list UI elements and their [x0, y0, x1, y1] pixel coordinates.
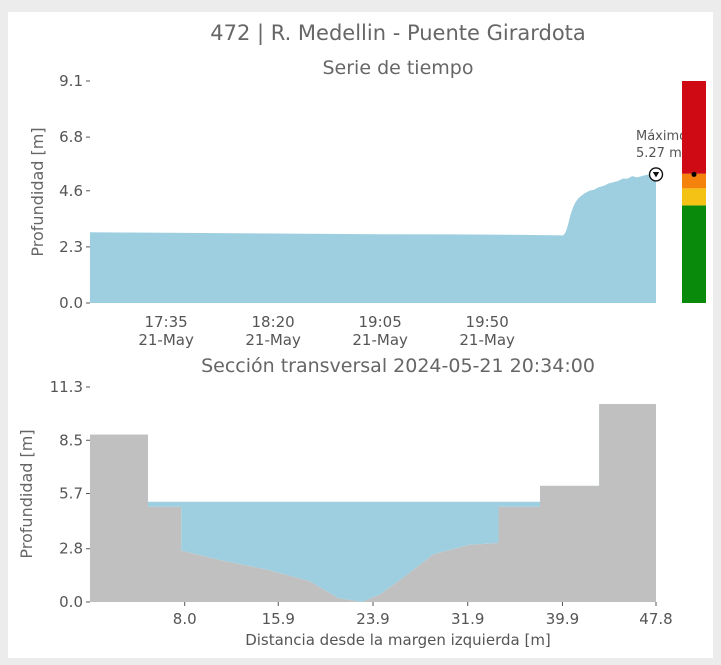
- cross-section-ground-area: [90, 404, 656, 602]
- timeseries-y-axis-label: Profundidad [m]: [28, 127, 47, 256]
- alert-bar-level-rojo: [682, 81, 706, 174]
- x-tick-time-label: 17:35: [144, 313, 187, 331]
- x-tick-label: 8.0: [173, 610, 197, 628]
- timeseries-subtitle: Serie de tiempo: [323, 57, 474, 79]
- cross-section-x-axis-label: Distancia desde la margen izquierda [m]: [245, 631, 551, 649]
- alert-bar-current-marker: [691, 171, 697, 177]
- max-marker-arrow: [652, 172, 660, 178]
- page-title: 472 | R. Medellin - Puente Girardota: [210, 21, 586, 46]
- x-tick-time-label: 19:05: [359, 313, 402, 331]
- y-tick-label: 0.0: [59, 593, 83, 611]
- y-tick-label: 2.8: [59, 540, 83, 558]
- x-tick-label: 31.9: [451, 610, 484, 628]
- x-tick-date-label: 21-May: [352, 331, 408, 349]
- x-tick-label: 23.9: [356, 610, 389, 628]
- cross-section-subtitle: Sección transversal 2024-05-21 20:34:00: [201, 355, 595, 377]
- max-annotation-value: 5.27 m: [636, 146, 682, 161]
- x-tick-date-label: 21-May: [459, 331, 515, 349]
- alert-bar-level-naranja: [682, 173, 706, 189]
- alert-bar-level-amarillo: [682, 188, 706, 206]
- chart-panel: 472 | R. Medellin - Puente Girardota Seri…: [8, 12, 713, 658]
- max-annotation-label: Máximo: [636, 129, 687, 144]
- alert-bar-level-verde: [682, 205, 706, 303]
- x-tick-date-label: 21-May: [138, 331, 194, 349]
- timeseries-depth-area: [90, 174, 656, 303]
- y-tick-label: 0.0: [59, 294, 83, 312]
- y-tick-label: 5.7: [59, 485, 83, 503]
- x-tick-label: 47.8: [639, 610, 672, 628]
- y-tick-label: 4.6: [59, 182, 83, 200]
- x-tick-date-label: 21-May: [245, 331, 301, 349]
- y-tick-label: 11.3: [50, 378, 83, 396]
- x-tick-time-label: 19:50: [466, 313, 509, 331]
- y-tick-label: 9.1: [59, 72, 83, 90]
- x-tick-label: 15.9: [262, 610, 295, 628]
- x-tick-time-label: 18:20: [252, 313, 295, 331]
- y-tick-label: 6.8: [59, 128, 83, 146]
- cross-section-water-area: [90, 404, 656, 602]
- y-tick-label: 2.3: [59, 238, 83, 256]
- x-tick-label: 39.9: [546, 610, 579, 628]
- chart-canvas: 472 | R. Medellin - Puente Girardota Seri…: [17, 21, 706, 649]
- cross-section-y-axis-label: Profundidad [m]: [17, 429, 36, 558]
- y-tick-label: 8.5: [59, 431, 83, 449]
